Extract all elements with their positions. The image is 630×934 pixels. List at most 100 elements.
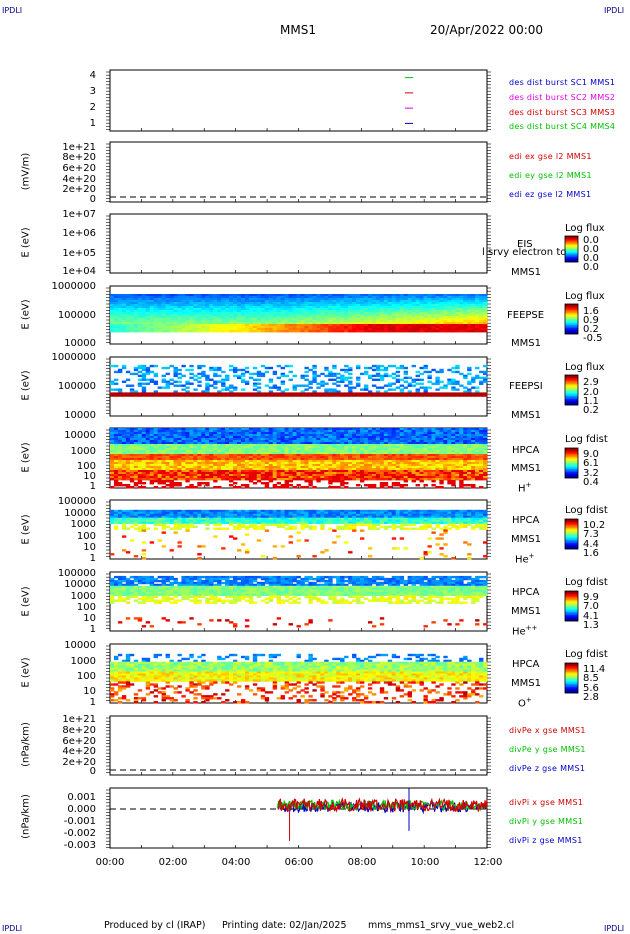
spectrogram-cell [395,306,401,309]
spectrogram-cell [153,330,159,333]
spectrogram-cell [300,392,305,395]
spectrogram-cell [113,316,119,319]
spectrogram-cell [352,446,357,449]
spectrogram-cell [288,468,293,471]
spectrogram-cell [161,486,166,489]
spectrogram-cell [276,330,282,333]
spectrogram-cell [236,466,242,469]
spectrogram-cell [352,428,357,431]
spectrogram-cell [419,320,424,323]
spectrogram-cell [225,374,230,378]
spectrogram-cell [304,432,309,435]
spectrogram-cell [320,328,325,331]
spectrogram-cell [300,322,305,325]
spectrogram-cell [205,470,210,473]
spectrogram-cell [332,486,337,489]
spectrogram-cell [260,318,266,321]
spectrogram-cell [125,446,131,449]
spectrogram-cell [233,392,238,395]
spectrogram-cell [356,454,361,457]
spectrogram-cell [324,304,329,307]
spectrogram-cell [288,306,293,309]
spectrogram-cell [153,320,159,323]
spectrogram-cell [272,442,278,445]
spectrogram-cell [229,466,234,469]
spectrogram-cell [463,320,468,323]
spectrogram-cell [133,454,139,457]
spectrogram-cell [312,374,317,378]
spectrogram-cell [221,436,226,439]
spectrogram-cell [141,394,147,397]
spectrogram-cell [169,438,174,441]
spectrogram-cell [360,302,365,305]
spectrogram-cell [304,310,309,313]
spectrogram-cell [264,444,270,447]
spectrogram-cell [149,452,155,455]
spectrogram-cell [193,394,198,397]
spectrogram-cell [467,380,472,383]
spectrogram-cell [431,328,436,331]
spectrogram-cell [225,306,230,309]
spectrogram-cell [173,302,178,305]
spectrogram-cell [213,372,218,376]
spectrogram-cell [181,300,186,303]
spectrogram-cell [217,326,222,329]
spectrogram-cell [352,300,357,303]
spectrogram-cell [300,456,305,459]
spectrogram-cell [387,374,393,378]
spectrogram-cell [280,448,286,451]
spectrogram-cell [328,440,333,443]
spectrogram-cell [217,368,222,372]
spectrogram-cell [189,470,194,473]
spectrogram-cell [165,440,170,443]
spectrogram-cell [363,440,369,443]
spectrogram-cell [395,366,401,370]
spectrogram-cell [217,456,222,459]
spectrogram-cell [264,430,270,433]
spectrogram-cell [284,432,289,435]
spectrogram-cell [272,322,278,325]
spectrogram-cell [233,468,238,471]
spectrogram-cell [169,394,174,397]
spectrogram-cell [177,472,182,475]
spectrogram-cell [288,324,293,327]
spectrogram-cell [475,330,480,333]
spectrogram-cell [209,446,214,449]
spectrogram-cell [328,446,333,449]
spectrogram-cell [233,368,238,372]
spectrogram-cell [268,448,274,451]
spectrogram-cell [229,432,234,435]
spectrogram-cell [411,308,416,311]
spectrogram-cell [209,314,214,317]
spectrogram-cell [431,316,436,319]
spectrogram-cell [133,318,139,321]
spectrogram-cell [197,436,202,439]
spectrogram-cell [244,296,250,299]
spectrogram-cell [149,476,155,479]
spectrogram-cell [316,324,321,327]
spectrogram-cell [157,482,162,485]
spectrogram-cell [363,476,369,479]
spectrogram-cell [367,470,373,473]
spectrogram-cell [121,316,127,319]
spectrogram-cell [141,434,147,437]
spectrogram-cell [375,328,381,331]
spectrogram-cell [189,438,194,441]
spectrogram-cell [133,456,139,459]
spectrogram-cell [252,468,258,471]
spectrogram-cell [276,296,282,299]
spectrogram-cell [316,326,321,329]
spectrogram-cell [467,322,472,325]
spectrogram-cell [415,326,420,329]
spectrogram-cell [193,466,198,469]
spectrogram-cell [367,446,373,449]
spectrogram-cell [276,446,282,449]
spectrogram-cell [145,442,151,445]
spectrogram-cell [141,430,147,433]
spectrogram-cell [185,306,190,309]
spectrogram-cell [252,298,258,301]
spectrogram-cell [276,462,282,465]
spectrogram-cell [161,460,166,463]
spectrogram-cell [197,364,202,368]
spectrogram-cell [161,476,166,479]
